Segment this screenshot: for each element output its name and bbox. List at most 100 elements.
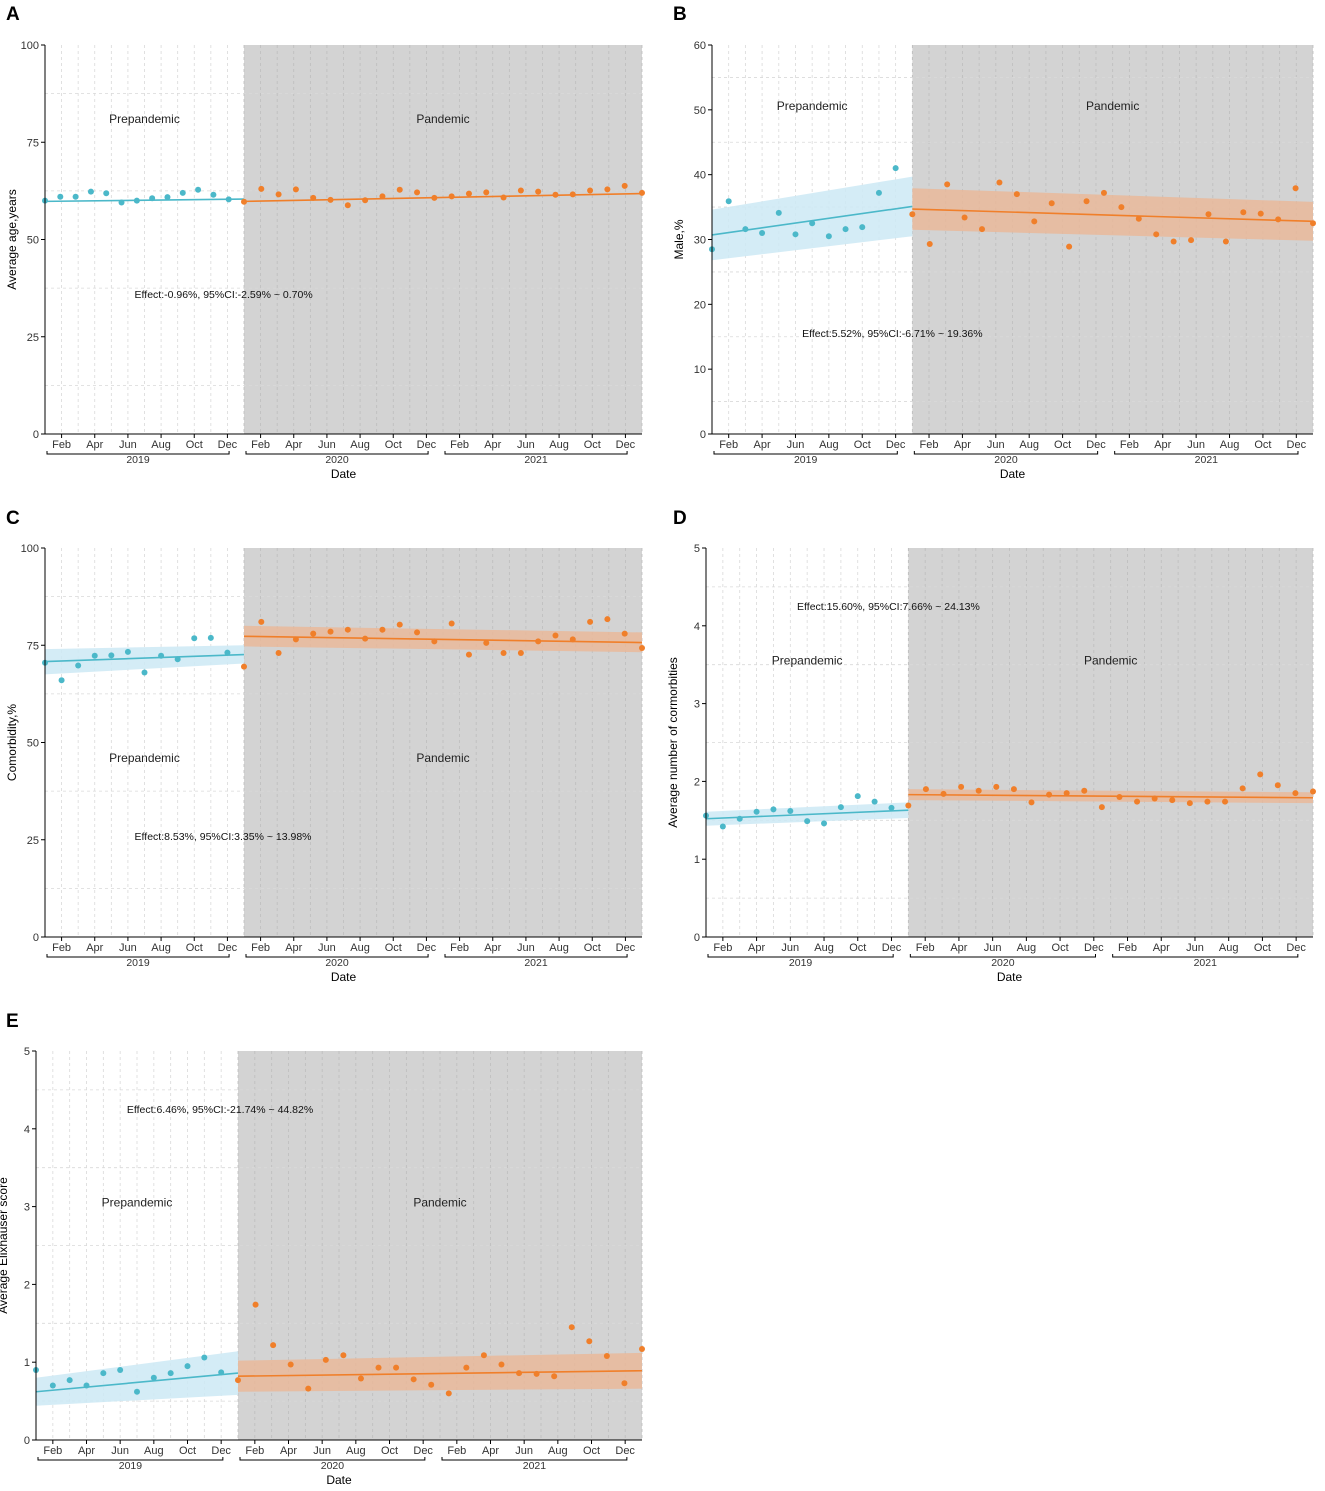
x-tick-label: Oct xyxy=(186,942,203,954)
year-label: 2020 xyxy=(991,957,1015,969)
pandemic-point xyxy=(604,616,611,623)
pandemic-point xyxy=(1151,795,1158,802)
pandemic-label: Pandemic xyxy=(416,112,469,126)
pandemic-point xyxy=(362,197,369,204)
prepandemic-point xyxy=(58,677,65,684)
pandemic-point xyxy=(414,629,421,636)
year-label: 2019 xyxy=(126,454,150,466)
pandemic-point xyxy=(396,186,403,193)
pandemic-point xyxy=(533,1370,540,1377)
pandemic-point xyxy=(445,1390,452,1397)
x-tick-label: Oct xyxy=(584,439,601,451)
x-tick-label: Jun xyxy=(1187,439,1205,451)
prepandemic-point xyxy=(57,193,64,200)
pandemic-trend-line xyxy=(908,793,1314,799)
pandemic-point xyxy=(1188,237,1195,244)
pandemic-point xyxy=(1010,786,1017,793)
year-label: 2020 xyxy=(321,1460,345,1472)
pandemic-trend-line xyxy=(243,635,643,644)
pandemic-point xyxy=(1204,798,1211,805)
prepandemic-point xyxy=(149,195,156,202)
effect-annotation: Effect:6.46%, 95%CI:-21.74% ~ 44.82% xyxy=(127,1104,313,1116)
pandemic-point xyxy=(1134,798,1141,805)
x-tick-label: Jun xyxy=(984,942,1002,954)
pandemic-point xyxy=(483,639,490,646)
x-tick-label: Jun xyxy=(515,1445,533,1457)
year-label: 2020 xyxy=(994,454,1018,466)
prepandemic-point xyxy=(888,804,895,811)
x-axis-title: Date xyxy=(1000,467,1026,481)
panel-e: E 0 1 2 3 4 5 Average Elixhauser score Feb Apr Jun… xyxy=(0,1011,645,1487)
prepandemic-point xyxy=(191,635,198,642)
year-bracket xyxy=(707,954,894,958)
pandemic-point xyxy=(517,187,524,194)
pandemic-point xyxy=(1083,198,1090,205)
x-tick-label: Aug xyxy=(549,439,569,451)
prepandemic-point xyxy=(804,818,811,825)
pandemic-point xyxy=(621,630,628,637)
pandemic-point xyxy=(1257,210,1264,217)
y-axis-title: Average age,years xyxy=(5,189,19,290)
pandemic-point xyxy=(379,193,386,200)
x-tick-label: Dec xyxy=(615,1445,635,1457)
pandemic-point xyxy=(375,1364,382,1371)
pandemic-point xyxy=(1031,218,1038,225)
pandemic-point xyxy=(241,663,247,670)
prepandemic-ci-band xyxy=(712,176,913,261)
panel-tag: E xyxy=(6,1011,19,1032)
y-axis-title: Male,% xyxy=(672,219,686,259)
pandemic-point xyxy=(535,638,542,645)
x-tick-label: Dec xyxy=(413,1445,433,1457)
pandemic-point xyxy=(465,651,472,658)
pandemic-point xyxy=(483,189,490,196)
prepandemic-label: Prepandemic xyxy=(777,99,848,113)
x-tick-label: Apr xyxy=(285,942,302,954)
pandemic-point xyxy=(587,187,594,194)
year-label: 2019 xyxy=(794,454,818,466)
y-tick-label: 0 xyxy=(700,429,706,441)
x-tick-label: Dec xyxy=(1086,439,1106,451)
pandemic-point xyxy=(1046,791,1053,798)
prepandemic-point xyxy=(164,194,171,201)
x-tick-label: Feb xyxy=(1120,439,1139,451)
x-tick-label: Feb xyxy=(1118,942,1137,954)
pandemic-point xyxy=(362,635,369,642)
pandemic-point xyxy=(465,190,472,197)
prepandemic-label: Prepandemic xyxy=(772,654,843,668)
y-tick-label: 0 xyxy=(33,429,39,441)
pandemic-point xyxy=(500,650,507,657)
x-tick-label: Aug xyxy=(346,1445,366,1457)
pandemic-point xyxy=(552,191,559,198)
prepandemic-point xyxy=(87,188,94,195)
x-tick-label: Apr xyxy=(78,1445,95,1457)
pandemic-point xyxy=(292,636,299,643)
x-tick-label: Aug xyxy=(548,1445,568,1457)
x-tick-label: Jun xyxy=(787,439,805,451)
prepandemic-point xyxy=(875,189,882,196)
pandemic-point xyxy=(270,1342,277,1349)
pandemic-point xyxy=(1257,771,1264,778)
x-tick-label: Dec xyxy=(211,1445,231,1457)
x-tick-label: Aug xyxy=(549,942,569,954)
y-tick-label: 10 xyxy=(694,364,706,376)
pandemic-point xyxy=(975,787,982,794)
prepandemic-point xyxy=(179,189,186,196)
prepandemic-point xyxy=(174,656,181,663)
prepandemic-point xyxy=(150,1374,157,1381)
y-tick-label: 0 xyxy=(33,932,39,944)
year-bracket xyxy=(245,954,429,958)
effect-annotation: Effect:5.52%, 95%CI:-6.71% ~ 19.36% xyxy=(802,328,982,340)
prepandemic-point xyxy=(210,191,217,198)
pandemic-point xyxy=(431,194,438,201)
pandemic-point xyxy=(944,181,951,188)
year-bracket xyxy=(913,451,1099,455)
pandemic-point xyxy=(604,186,611,193)
pandemic-point xyxy=(322,1356,329,1363)
panel-tag: C xyxy=(6,508,20,529)
x-tick-label: Jun xyxy=(119,439,137,451)
prepandemic-point xyxy=(225,196,232,203)
x-tick-label: Dec xyxy=(616,439,636,451)
x-tick-label: Jun xyxy=(318,439,336,451)
year-bracket xyxy=(46,451,230,455)
prepandemic-point xyxy=(184,1363,191,1370)
